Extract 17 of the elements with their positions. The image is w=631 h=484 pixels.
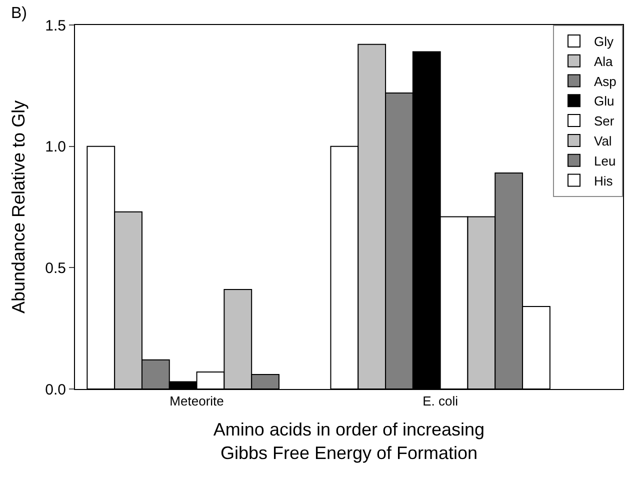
legend-label: Val [594, 134, 612, 149]
y-tick-label: 1.5 [45, 17, 66, 34]
y-tick-label: 1.0 [45, 138, 66, 156]
legend-label: Leu [594, 153, 616, 168]
legend-label: Glu [594, 94, 614, 109]
legend-label: Asp [594, 74, 616, 89]
legend-label: Ser [594, 114, 615, 129]
legend-label: His [594, 173, 614, 188]
legend-label: Gly [594, 34, 614, 50]
x-tick-label: E. coli [422, 394, 458, 409]
x-axis-title: Amino acids in order of increasing Gibbs Free Energy of Formation [213, 420, 485, 464]
text: B) [11, 5, 27, 22]
y-tick-label: 0.5 [45, 260, 66, 277]
x-tick-label: Meteorite [170, 394, 224, 409]
legend-label: Ala [594, 54, 614, 69]
y-axis-title: Abundance Relative to Gly [8, 100, 28, 314]
y-tick-label: 0.0 [45, 381, 66, 398]
